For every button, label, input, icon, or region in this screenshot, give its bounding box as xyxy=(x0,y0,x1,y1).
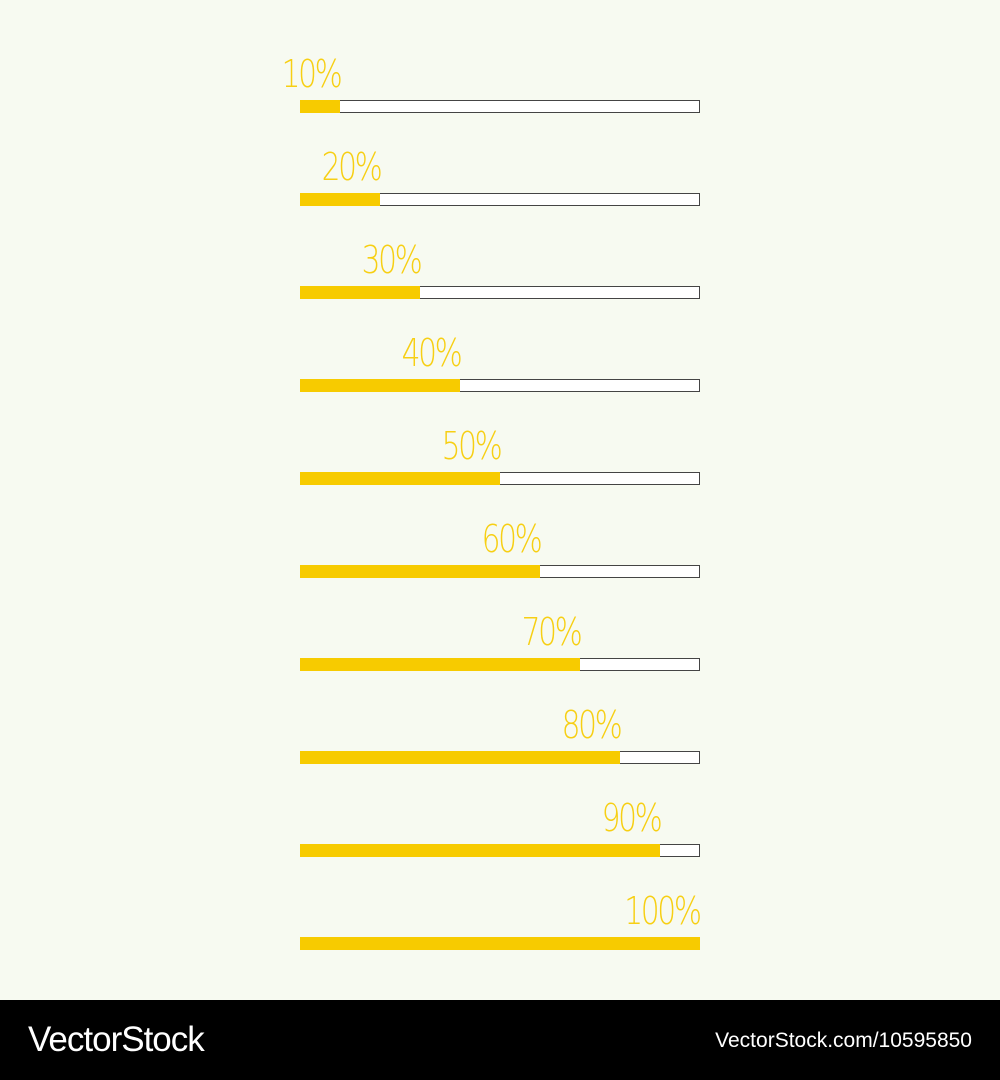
progress-fill xyxy=(300,379,460,392)
progress-fill xyxy=(300,565,540,578)
watermark-footer: VectorStock VectorStock.com/10595850 xyxy=(0,1000,1000,1080)
progress-bar-100: 100% xyxy=(300,889,703,982)
progress-bar-70: 70% xyxy=(300,613,700,703)
progress-label: 50% xyxy=(441,424,502,468)
image-url: VectorStock.com/10595850 xyxy=(715,1029,972,1052)
progress-label: 60% xyxy=(481,517,542,561)
progress-label: 10% xyxy=(281,52,342,96)
progress-fill xyxy=(300,472,500,485)
progress-bars-panel: 10% 20% 30% 40% 50% 60% 70% 80% 90% 100% xyxy=(281,55,703,982)
progress-fill xyxy=(300,937,700,950)
progress-bar-30: 30% xyxy=(300,241,700,331)
progress-bar-10: 10% xyxy=(281,55,700,145)
progress-label: 20% xyxy=(321,145,382,189)
progress-bar-60: 60% xyxy=(300,520,700,610)
progress-label: 90% xyxy=(601,796,662,840)
progress-label: 40% xyxy=(401,331,462,375)
progress-fill xyxy=(300,751,620,764)
progress-fill xyxy=(300,193,380,206)
progress-fill xyxy=(300,658,580,671)
progress-label: 70% xyxy=(521,610,582,654)
progress-bar-80: 80% xyxy=(300,706,700,796)
progress-bar-50: 50% xyxy=(300,427,700,517)
progress-label: 30% xyxy=(361,238,422,282)
progress-bar-90: 90% xyxy=(300,799,700,889)
progress-label: 100% xyxy=(624,889,703,933)
progress-bar-20: 20% xyxy=(300,148,700,238)
progress-fill xyxy=(300,286,420,299)
progress-label: 80% xyxy=(561,703,622,747)
progress-fill xyxy=(300,844,660,857)
vectorstock-logo: VectorStock xyxy=(28,1020,205,1059)
progress-track xyxy=(300,100,700,113)
progress-fill xyxy=(300,100,340,113)
progress-bar-40: 40% xyxy=(300,334,700,424)
